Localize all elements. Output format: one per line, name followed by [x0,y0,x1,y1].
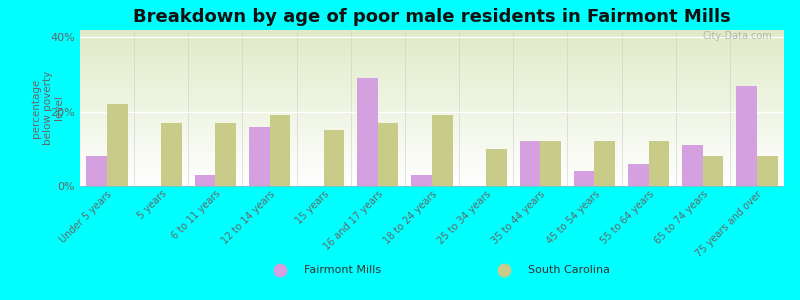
Bar [682,145,702,186]
Title: Breakdown by age of poor male residents in Fairmont Mills: Breakdown by age of poor male residents … [133,8,731,26]
Bar [702,156,723,186]
Bar [195,175,215,186]
Text: Fairmont Mills: Fairmont Mills [304,265,381,275]
Point [274,268,286,272]
Bar [324,130,344,186]
Text: South Carolina: South Carolina [528,265,610,275]
Bar [86,156,107,186]
Bar [411,175,432,186]
Bar [486,149,506,186]
Bar [540,141,561,186]
Bar [628,164,649,186]
Bar [270,116,290,186]
Bar [757,156,778,186]
Bar [215,123,236,186]
Bar [107,104,128,186]
Bar [162,123,182,186]
Y-axis label: percentage
below poverty
level: percentage below poverty level [31,71,64,145]
Bar [574,171,594,186]
Bar [649,141,669,186]
Bar [378,123,398,186]
Bar [249,127,270,186]
Text: City-Data.com: City-Data.com [702,31,772,41]
Bar [594,141,615,186]
Bar [358,78,378,186]
Bar [520,141,540,186]
Point [498,268,510,272]
Bar [432,116,453,186]
Bar [736,86,757,186]
